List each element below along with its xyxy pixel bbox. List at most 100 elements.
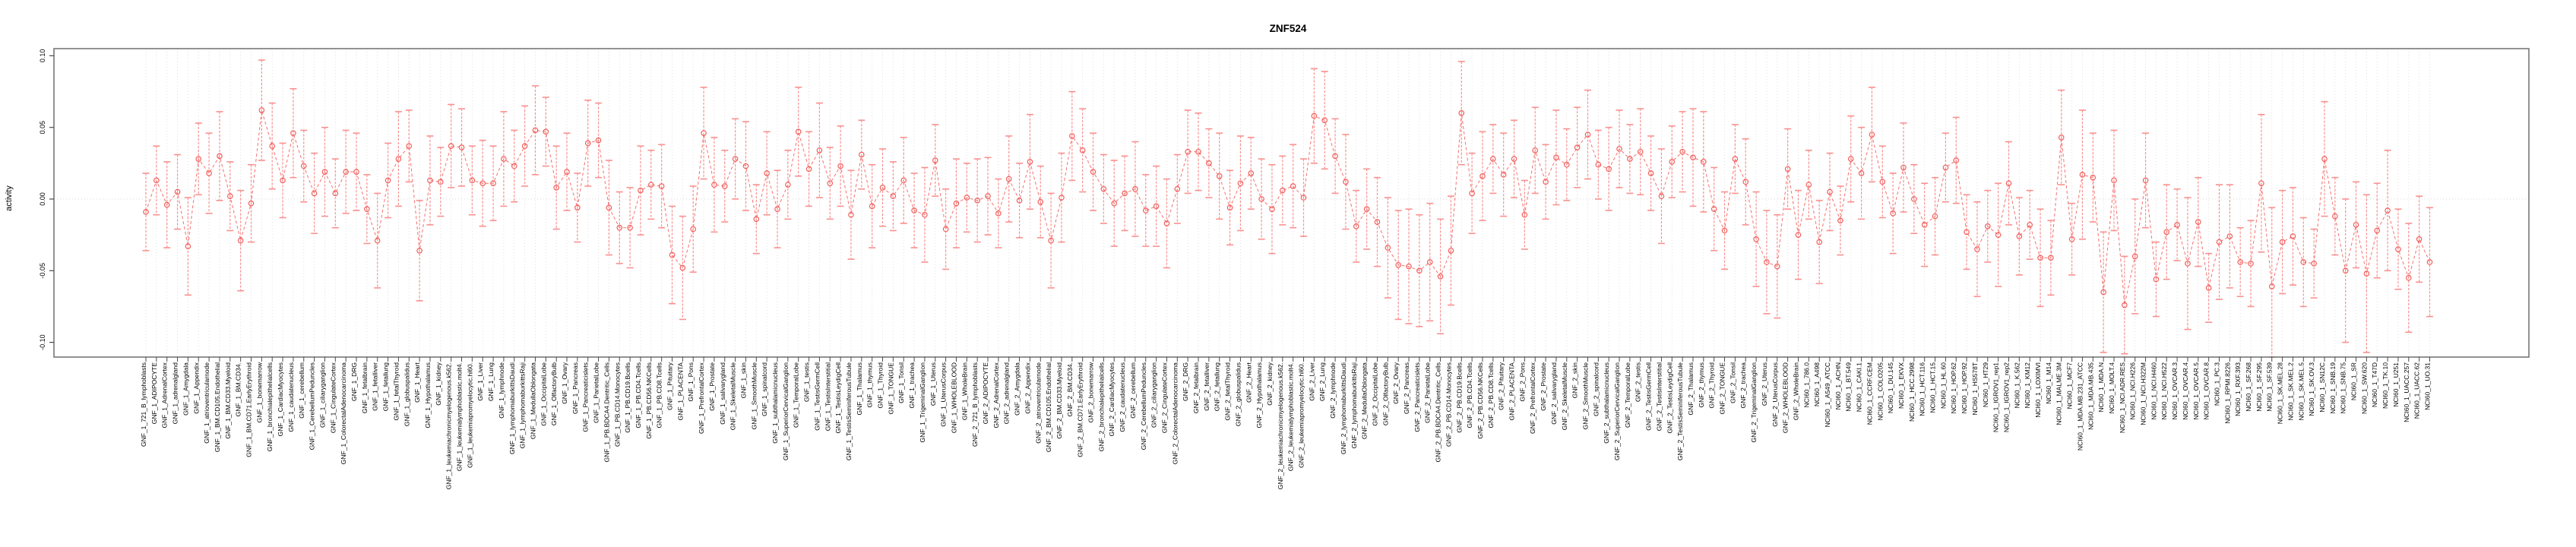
x-tick-label: GNF_2_subthalamicnucleus (1603, 362, 1610, 444)
x-tick-label: GNF_2_fetalbrain (1192, 362, 1200, 413)
x-tick-label: GNF_2_PB.CD19.Bcells (1455, 362, 1463, 433)
x-tick-label: GNF_2_PrefrontalCortex (1529, 362, 1536, 434)
x-tick-label: NCI60_1_M14 (2045, 362, 2052, 404)
data-point (248, 200, 255, 207)
data-point (1595, 161, 1602, 168)
x-tick-label: NCI60_1_IGROV1_rep1 (1992, 362, 2000, 432)
data-point (1627, 156, 1633, 162)
x-tick-label: GNF_2_thymus (1698, 362, 1705, 408)
data-point (1879, 179, 1886, 185)
data-point (2300, 259, 2307, 265)
x-tick-label: GNF_2_Pituitary (1498, 362, 1505, 410)
x-tick-label: GNF_2_WholeBrain (1792, 362, 1799, 420)
data-point (1216, 173, 1223, 179)
data-point (416, 248, 422, 254)
x-tick-label: GNF_1_CardiacMyocytes (277, 362, 284, 436)
x-tick-label: NCI60_1_COLO205 (1876, 362, 1884, 421)
data-point (2426, 259, 2433, 265)
x-tick-label: GNF_2_SmoothMuscle (1581, 362, 1589, 430)
y-axis-title: activity (5, 185, 14, 211)
data-point (543, 128, 549, 135)
x-tick-label: GNF_2_leukemialymphoblastic.molt4. (1287, 362, 1295, 471)
x-tick-label: GNF_2_CardiacMyocytes (1108, 362, 1116, 436)
data-point (2395, 246, 2401, 252)
x-tick-label: GNF_1_MedullaOblongata (529, 362, 536, 439)
data-point (2363, 270, 2370, 277)
data-point (1374, 219, 1381, 225)
data-point (1869, 131, 1875, 138)
x-tick-label: NCI60_1_NCI.H460 (2150, 362, 2157, 420)
x-tick-label: GNF_2_SkeletalMuscle (1561, 362, 1568, 431)
data-point (974, 198, 980, 204)
x-tick-label: GNF_1_Pons (687, 362, 695, 402)
x-tick-label: NCI60_1_HCT.116 (1919, 362, 1926, 416)
data-point (195, 156, 202, 162)
x-tick-label: NCI60_1_ACHN (1834, 362, 1842, 409)
data-point (321, 169, 328, 175)
data-point (2258, 180, 2264, 187)
data-point (1153, 203, 1160, 210)
x-tick-label: GNF_2_SuperiorCervicalGanglion (1613, 362, 1621, 460)
data-point (1574, 144, 1581, 150)
x-tick-label: NCI60_1_A549_ATCC (1824, 362, 1831, 427)
x-tick-label: GNF_1_ParietalLobe (593, 362, 600, 423)
x-tick-label: GNF_2_Tonsil (1729, 362, 1736, 403)
data-point (300, 163, 307, 169)
data-point (753, 216, 760, 223)
data-point (521, 143, 528, 150)
data-point (1185, 148, 1191, 155)
data-point (805, 166, 812, 172)
data-point (1269, 206, 1275, 213)
x-tick-label: GNF_1_Thalamus (856, 362, 863, 415)
data-point (1890, 210, 1896, 217)
x-tick-label: GNF_1_TestisInterstitial (824, 362, 831, 431)
x-tick-label: GNF_2_OlfactoryBulb (1381, 362, 1389, 425)
x-tick-label: GNF_1_fetalThyroid (392, 362, 400, 421)
x-tick-label: GNF_2_trachea (1739, 362, 1747, 409)
x-tick-label: GNF_1_PB.CD56.NKCells (645, 362, 653, 439)
data-point (1195, 148, 1201, 155)
x-tick-label: GNF_1_CingulateCortex (329, 362, 337, 433)
data-point (2321, 156, 2328, 162)
data-point (206, 170, 212, 176)
x-tick-label: GNF_2_Pancreas (1403, 362, 1410, 414)
data-point (2100, 289, 2106, 296)
data-point (1458, 110, 1465, 116)
data-point (395, 156, 402, 162)
data-point (701, 130, 707, 137)
data-point (953, 200, 960, 207)
data-point (595, 137, 602, 144)
x-tick-label: NCI60_1_SF.295 (2255, 362, 2263, 412)
x-tick-label: GNF_1_thymus (866, 362, 874, 408)
x-tick-label: GNF_1_globuspalidus (403, 362, 410, 426)
x-tick-label: GNF_1_lymphomaburkittsRaji (519, 362, 527, 448)
data-point (1311, 112, 1318, 119)
data-point (2216, 239, 2223, 245)
data-point (1079, 147, 1086, 153)
x-tick-label: GNF_1_ciliaryganglion (318, 362, 326, 428)
x-tick-label: GNF_1_atrioventricularnode (203, 362, 210, 444)
x-tick-label: NCI60_1_EKVX (1897, 362, 1905, 409)
data-point (2079, 172, 2086, 178)
data-point (2142, 177, 2149, 184)
x-tick-label: GNF_2_Amygdala (1014, 362, 1021, 416)
data-point (669, 251, 676, 258)
data-point (2332, 213, 2338, 220)
x-tick-label: GNF_1_Pancreaticislets (582, 362, 590, 432)
x-tick-label: GNF_2_ParietalLobe (1424, 362, 1432, 423)
data-point (1406, 263, 1412, 270)
data-point (1132, 185, 1138, 192)
data-point (1206, 160, 1212, 166)
data-point (311, 190, 318, 197)
data-point (1321, 117, 1328, 124)
data-point (143, 209, 149, 215)
data-point (848, 211, 854, 218)
x-tick-label: GNF_1_TestisGermCell (813, 362, 821, 431)
x-tick-label: GNF_2_fetalThyroid (1224, 362, 1232, 421)
x-tick-label: GNF_1_Heart (413, 362, 421, 403)
x-tick-label: NCI60_1_TK.10 (2381, 362, 2389, 409)
data-point (890, 193, 897, 200)
data-point (1027, 159, 1033, 165)
x-tick-label: NCI60_1_SNB.75 (2340, 362, 2347, 414)
data-point (185, 243, 191, 250)
